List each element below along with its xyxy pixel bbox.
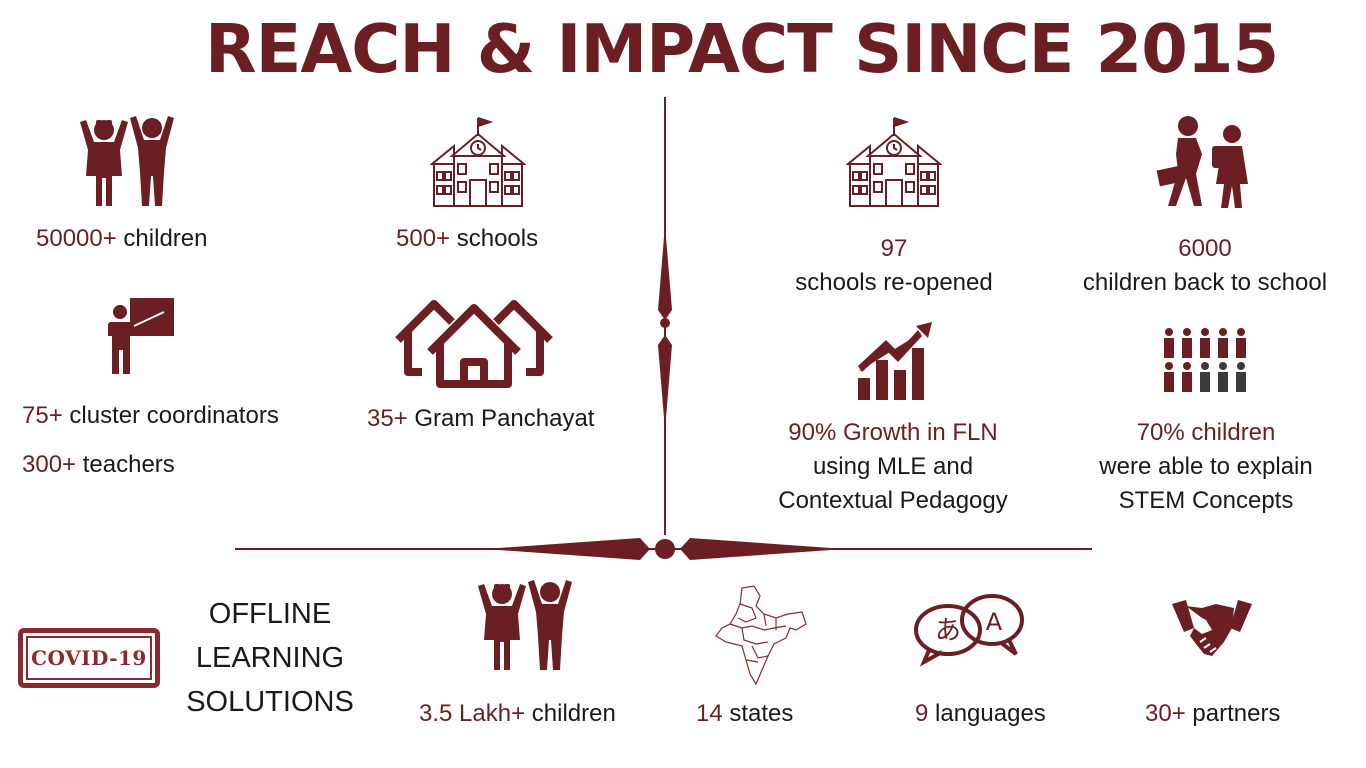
growth-chart-icon — [858, 322, 932, 400]
stat-children: 50000+ children — [36, 225, 208, 252]
stat-fln: 90% Growth in FLN using MLE and Contextu… — [778, 419, 1008, 514]
compass-divider — [235, 97, 1092, 560]
stat-reopened: 97 schools re-opened — [795, 235, 993, 296]
stat-languages: 9 languages — [915, 700, 1046, 727]
latin-glyph: A — [986, 608, 1003, 636]
languages-icon: あ A — [914, 594, 1024, 667]
page-title: REACH & IMPACT SINCE 2015 — [205, 10, 1279, 88]
children-icon-bottom — [478, 580, 572, 670]
stat-teachers: 300+ teachers — [22, 451, 175, 478]
stat-lakh-children: 3.5 Lakh+ children — [419, 700, 616, 727]
stat-states: 14 states — [696, 700, 794, 727]
stat-panchayat: 35+ Gram Panchayat — [367, 405, 595, 432]
stat-coordinators: 75+ cluster coordinators — [22, 402, 279, 429]
teacher-board-icon — [108, 298, 174, 374]
school-reopened-icon — [846, 117, 942, 207]
crowd-icon — [1164, 328, 1246, 392]
covid-stamp: COVID-19 — [18, 628, 160, 688]
stat-partners: 30+ partners — [1145, 700, 1281, 727]
children-icon — [80, 116, 174, 206]
stat-schools: 500+ schools — [396, 225, 539, 252]
offline-learning-heading: OFFLINE LEARNING SOLUTIONS — [186, 598, 354, 718]
stat-stem: 70% children were able to explain STEM C… — [1099, 419, 1313, 514]
houses-icon — [395, 300, 553, 388]
handshake-icon — [1172, 600, 1252, 656]
stat-back-to-school: 6000 children back to school — [1082, 235, 1328, 296]
school-icon — [430, 117, 526, 207]
hiragana-glyph: あ — [935, 616, 961, 646]
india-map-icon — [715, 585, 807, 686]
children-walking-icon — [1156, 116, 1248, 208]
